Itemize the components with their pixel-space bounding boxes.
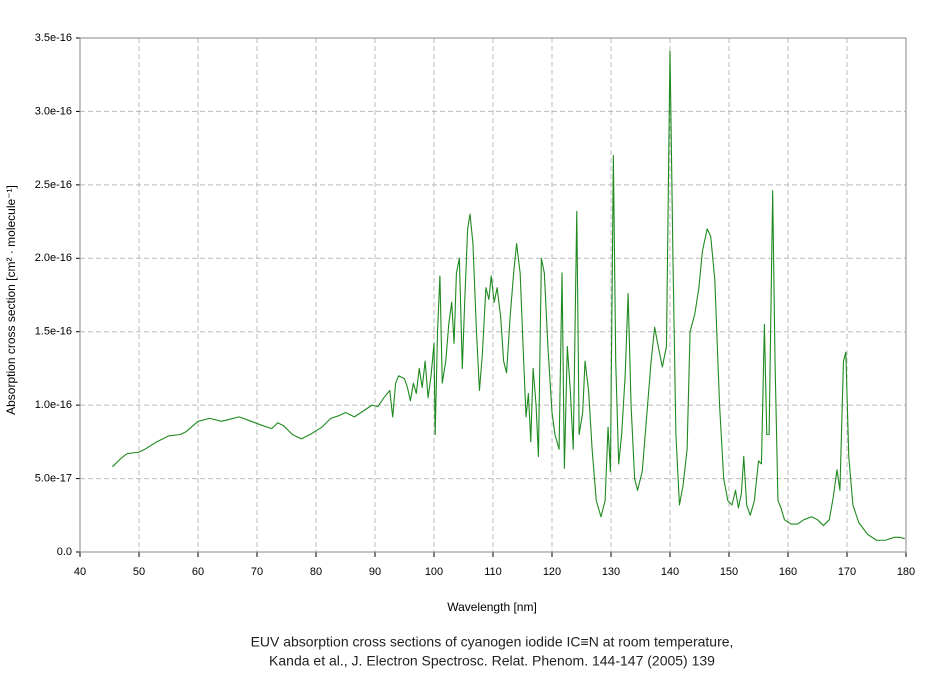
y-tick-label: 3.0e-16 xyxy=(35,105,72,117)
x-tick-label: 100 xyxy=(425,566,443,578)
x-tick-label: 130 xyxy=(602,566,620,578)
y-tick-label: 3.5e-16 xyxy=(35,32,72,44)
y-axis-label: Absorption cross section [cm² · molecule… xyxy=(4,185,18,415)
x-tick-label: 70 xyxy=(251,566,263,578)
chart-title: EUV absorption cross sections of cyanoge… xyxy=(251,634,734,650)
chart-subtitle: Kanda et al., J. Electron Spectrosc. Rel… xyxy=(269,653,715,669)
x-tick-label: 40 xyxy=(74,566,86,578)
data-line xyxy=(112,50,905,541)
y-tick-label: 2.0e-16 xyxy=(35,252,72,264)
x-tick-label: 140 xyxy=(661,566,679,578)
y-tick-label: 1.0e-16 xyxy=(35,399,72,411)
x-tick-label: 50 xyxy=(133,566,145,578)
x-tick-label: 90 xyxy=(369,566,381,578)
x-tick-label: 180 xyxy=(897,566,915,578)
x-tick-label: 120 xyxy=(543,566,561,578)
plot-frame xyxy=(79,37,907,553)
x-tick-label: 170 xyxy=(838,566,856,578)
x-tick-label: 150 xyxy=(720,566,738,578)
x-tick-label: 110 xyxy=(484,566,502,578)
x-tick-label: 60 xyxy=(192,566,204,578)
y-tick-label: 1.5e-16 xyxy=(35,326,72,338)
x-tick-label: 80 xyxy=(310,566,322,578)
y-tick-label: 2.5e-16 xyxy=(35,179,72,191)
y-tick-label: 0.0 xyxy=(57,546,72,558)
x-axis-label: Wavelength [nm] xyxy=(447,600,537,614)
x-tick-label: 160 xyxy=(779,566,797,578)
y-tick-label: 5.0e-17 xyxy=(35,472,72,484)
